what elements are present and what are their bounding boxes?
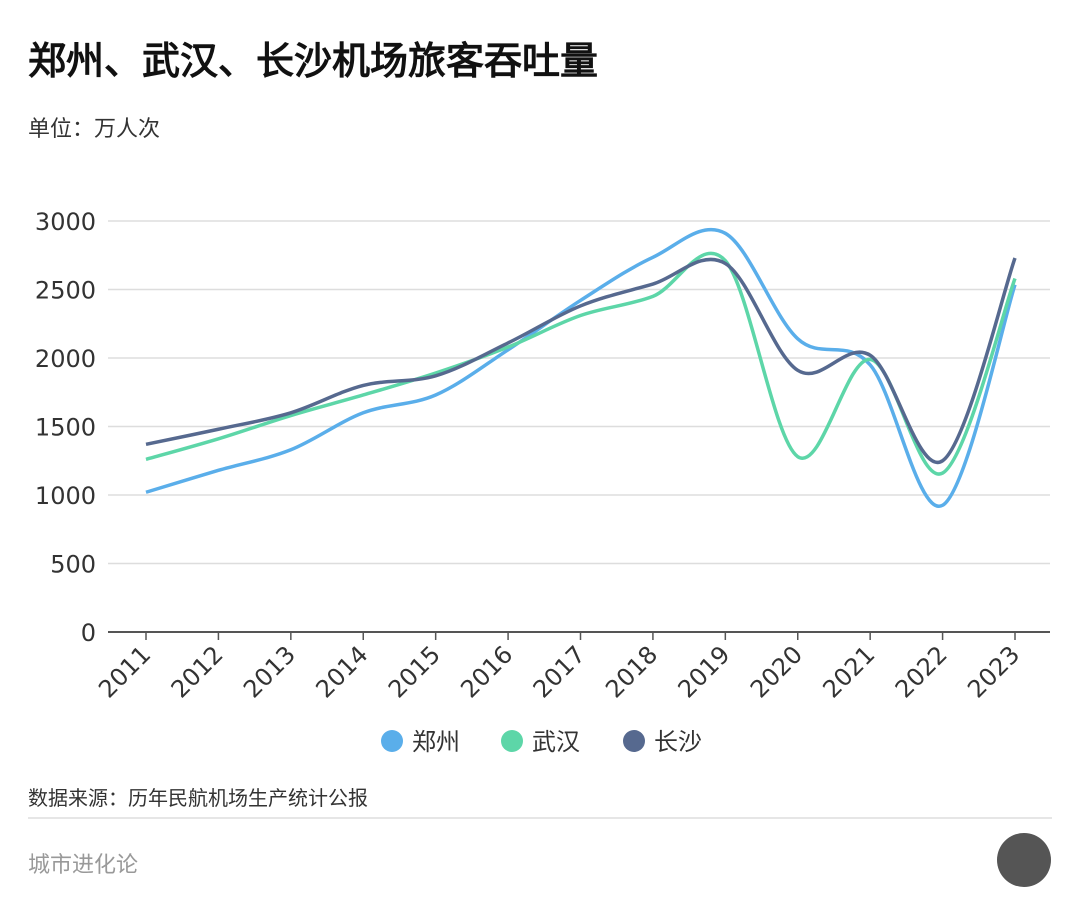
- y-tick-label: 1500: [35, 414, 96, 442]
- y-tick-label: 2000: [35, 345, 96, 373]
- series-line: [145, 257, 1017, 465]
- legend-label: 郑州: [412, 728, 460, 756]
- y-tick-label: 2500: [35, 277, 96, 305]
- series-line: [145, 227, 1017, 508]
- y-tick-label: 1000: [35, 482, 96, 510]
- logo: [997, 833, 1051, 887]
- legend-swatch: [623, 730, 645, 752]
- legend-item: 郑州: [381, 728, 460, 756]
- footer: 城市进化论: [28, 853, 138, 878]
- y-tick-label: 0: [81, 619, 96, 647]
- legend-label: 武汉: [532, 728, 580, 756]
- source: 数据来源：历年民航机场生产统计公报: [28, 786, 368, 810]
- legend-item: 武汉: [501, 728, 580, 756]
- y-tick-label: 500: [50, 551, 96, 579]
- y-tick-label: 3000: [35, 208, 96, 236]
- chart-subtitle: 单位：万人次: [28, 117, 160, 142]
- legend-swatch: [381, 730, 403, 752]
- legend-label: 长沙: [654, 728, 702, 756]
- legend-item: 长沙: [623, 728, 702, 756]
- legend-swatch: [501, 730, 523, 752]
- chart-title: 郑州、武汉、长沙机场旅客吞吐量: [28, 39, 598, 83]
